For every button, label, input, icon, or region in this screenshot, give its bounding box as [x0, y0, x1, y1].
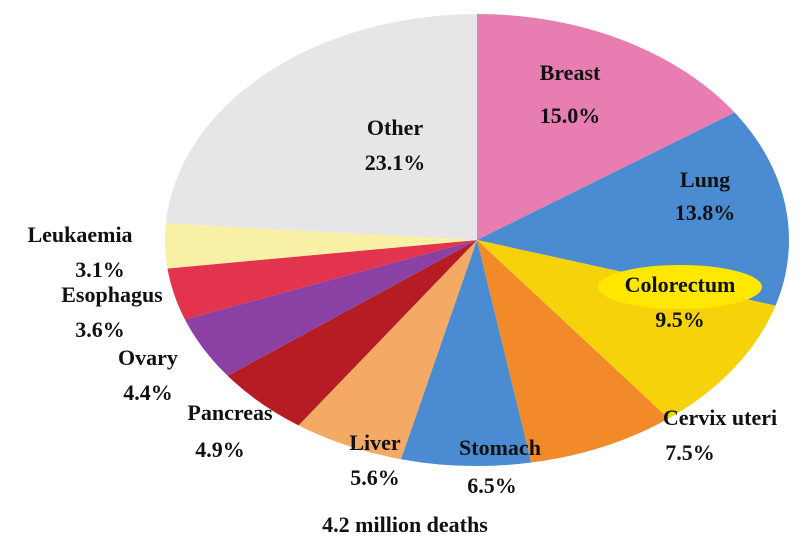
- value-label: 23.1%: [365, 150, 426, 175]
- value-label: 4.4%: [123, 380, 173, 405]
- slice-label: Breast: [540, 60, 601, 85]
- slice: [165, 14, 477, 240]
- slice: [477, 14, 735, 240]
- value-label: 9.5%: [655, 307, 705, 332]
- slice: [477, 240, 669, 463]
- value-label: 13.8%: [675, 200, 736, 225]
- slice: [298, 240, 477, 460]
- value-label: 6.5%: [467, 473, 517, 498]
- slice: [227, 240, 477, 426]
- slice-label: Ovary: [118, 345, 178, 370]
- slice-label: Esophagus: [61, 282, 163, 307]
- slice: [167, 240, 478, 320]
- slice-label: Other: [367, 115, 423, 140]
- value-label: 5.6%: [350, 465, 400, 490]
- slice-label: Stomach: [459, 435, 541, 460]
- value-label: 4.9%: [195, 437, 245, 462]
- slice: [184, 240, 477, 376]
- slice: [400, 240, 532, 467]
- value-label: 3.6%: [75, 317, 125, 342]
- slice-label: Liver: [349, 430, 401, 455]
- value-label: 15.0%: [540, 103, 601, 128]
- slice-label: Lung: [680, 167, 730, 192]
- slice: [164, 223, 477, 269]
- slice: [477, 112, 789, 306]
- slice-label: Leukaemia: [27, 222, 132, 247]
- value-label: 3.1%: [75, 257, 125, 282]
- caption: 4.2 million deaths: [322, 512, 488, 537]
- slice: [477, 240, 776, 419]
- slice-label: Pancreas: [187, 400, 273, 425]
- highlight: [598, 265, 762, 309]
- value-label: 7.5%: [665, 440, 715, 465]
- slice-label: Cervix uteri: [663, 405, 777, 430]
- slice-label: Colorectum: [625, 272, 736, 297]
